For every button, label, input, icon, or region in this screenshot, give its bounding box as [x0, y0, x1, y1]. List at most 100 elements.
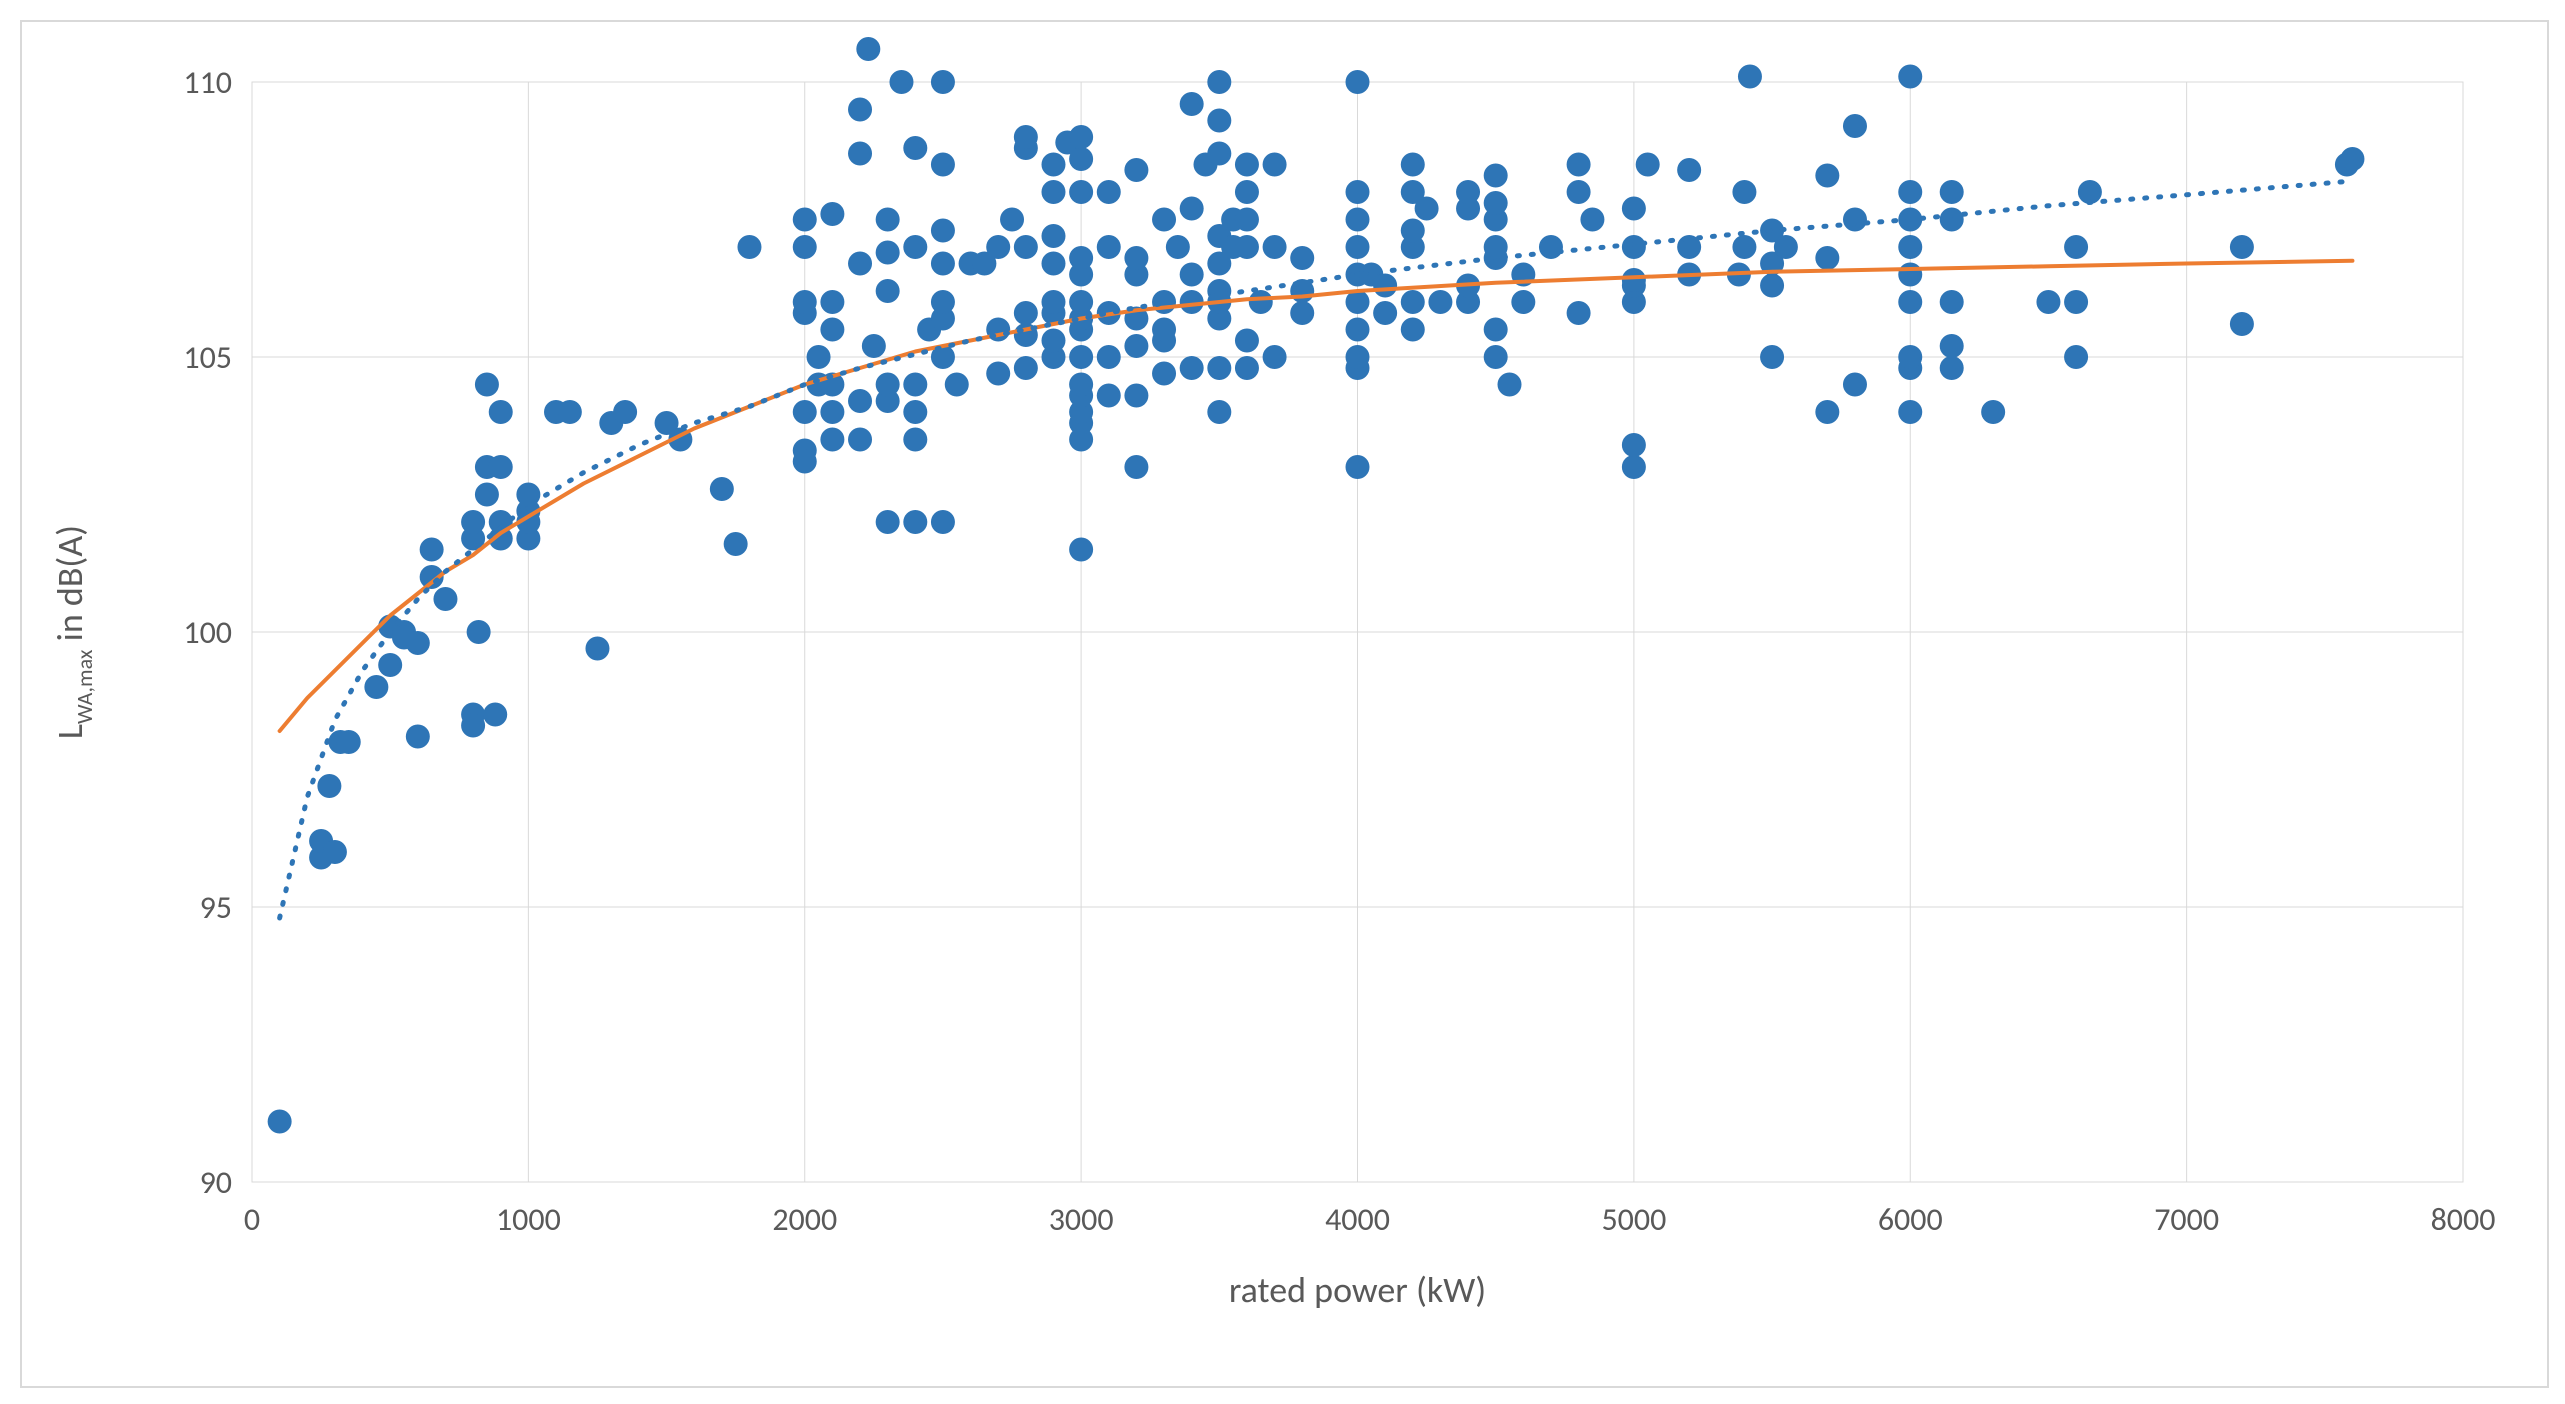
data-point: [1732, 235, 1756, 259]
data-point: [489, 455, 513, 479]
data-point: [1124, 158, 1148, 182]
x-tick-label: 0: [244, 1200, 260, 1239]
data-point: [1484, 164, 1508, 188]
y-tick-label: 100: [183, 613, 232, 652]
data-point: [1940, 208, 1964, 232]
trendline-dotted: [280, 181, 2353, 918]
x-axis-title: rated power (kW): [1229, 1268, 1486, 1312]
data-point: [1180, 92, 1204, 116]
data-point: [1069, 125, 1093, 149]
x-tick-label: 1000: [496, 1200, 561, 1239]
x-tick-label: 8000: [2431, 1200, 2496, 1239]
data-point: [820, 202, 844, 226]
data-point: [1940, 334, 1964, 358]
data-point: [2064, 290, 2088, 314]
data-point: [1346, 235, 1370, 259]
axis-ticks: 0100020003000400050006000700080009095100…: [183, 63, 2495, 1239]
data-point: [848, 389, 872, 413]
data-point: [793, 450, 817, 474]
data-point: [475, 483, 499, 507]
data-point: [1069, 246, 1093, 270]
data-point: [1041, 290, 1065, 314]
data-point: [1738, 65, 1762, 89]
scatter-series: [268, 37, 2365, 1134]
data-point: [1401, 219, 1425, 243]
data-point: [1014, 125, 1038, 149]
data-point: [931, 252, 955, 276]
data-point: [848, 428, 872, 452]
data-point: [1898, 290, 1922, 314]
data-point: [903, 428, 927, 452]
data-point: [1152, 318, 1176, 342]
x-tick-label: 2000: [772, 1200, 837, 1239]
data-point: [461, 510, 485, 534]
data-point: [1760, 345, 1784, 369]
data-point: [1484, 318, 1508, 342]
data-point: [1898, 263, 1922, 287]
data-point: [1346, 208, 1370, 232]
data-point: [1898, 180, 1922, 204]
data-point: [2230, 235, 2254, 259]
data-point: [2036, 290, 2060, 314]
y-axis-title: LWA,max in dB(A): [48, 525, 98, 739]
data-point: [1124, 384, 1148, 408]
data-point: [1622, 455, 1646, 479]
data-point: [1401, 318, 1425, 342]
data-point: [820, 290, 844, 314]
data-point: [903, 510, 927, 534]
data-point: [903, 373, 927, 397]
data-point: [1898, 400, 1922, 424]
data-point: [1484, 345, 1508, 369]
data-point: [1235, 208, 1259, 232]
data-point: [1152, 208, 1176, 232]
data-point: [1815, 246, 1839, 270]
data-point: [1815, 400, 1839, 424]
data-point: [848, 98, 872, 122]
data-point: [1346, 70, 1370, 94]
data-point: [1124, 334, 1148, 358]
data-point: [1373, 301, 1397, 325]
data-point: [1346, 180, 1370, 204]
data-point: [1124, 246, 1148, 270]
data-point: [323, 840, 347, 864]
data-point: [820, 318, 844, 342]
data-point: [1263, 235, 1287, 259]
data-point: [1207, 356, 1231, 380]
data-point: [1263, 345, 1287, 369]
data-point: [1622, 197, 1646, 221]
data-point: [1069, 538, 1093, 562]
data-point: [1346, 345, 1370, 369]
data-point: [876, 373, 900, 397]
data-point: [793, 400, 817, 424]
data-point: [1898, 65, 1922, 89]
data-point: [1898, 345, 1922, 369]
data-point: [1981, 400, 2005, 424]
data-point: [1041, 224, 1065, 248]
data-point: [2340, 147, 2364, 171]
data-point: [1041, 180, 1065, 204]
data-point: [1415, 197, 1439, 221]
data-point: [793, 208, 817, 232]
data-point: [1180, 356, 1204, 380]
data-point: [848, 252, 872, 276]
data-point: [1567, 180, 1591, 204]
data-point: [724, 532, 748, 556]
data-point: [1401, 153, 1425, 177]
data-point: [2230, 312, 2254, 336]
data-point: [945, 373, 969, 397]
x-tick-label: 6000: [1878, 1200, 1943, 1239]
data-point: [1207, 400, 1231, 424]
data-point: [1498, 373, 1522, 397]
y-tick-label: 110: [183, 63, 232, 102]
data-point: [558, 400, 582, 424]
data-point: [820, 400, 844, 424]
scatter-chart: 0100020003000400050006000700080009095100…: [22, 22, 2543, 1382]
data-point: [1940, 290, 1964, 314]
data-point: [1235, 180, 1259, 204]
data-point: [856, 37, 880, 61]
data-point: [1180, 263, 1204, 287]
data-point: [1207, 142, 1231, 166]
data-point: [903, 235, 927, 259]
y-tick-label: 105: [183, 338, 232, 377]
data-point: [337, 730, 361, 754]
